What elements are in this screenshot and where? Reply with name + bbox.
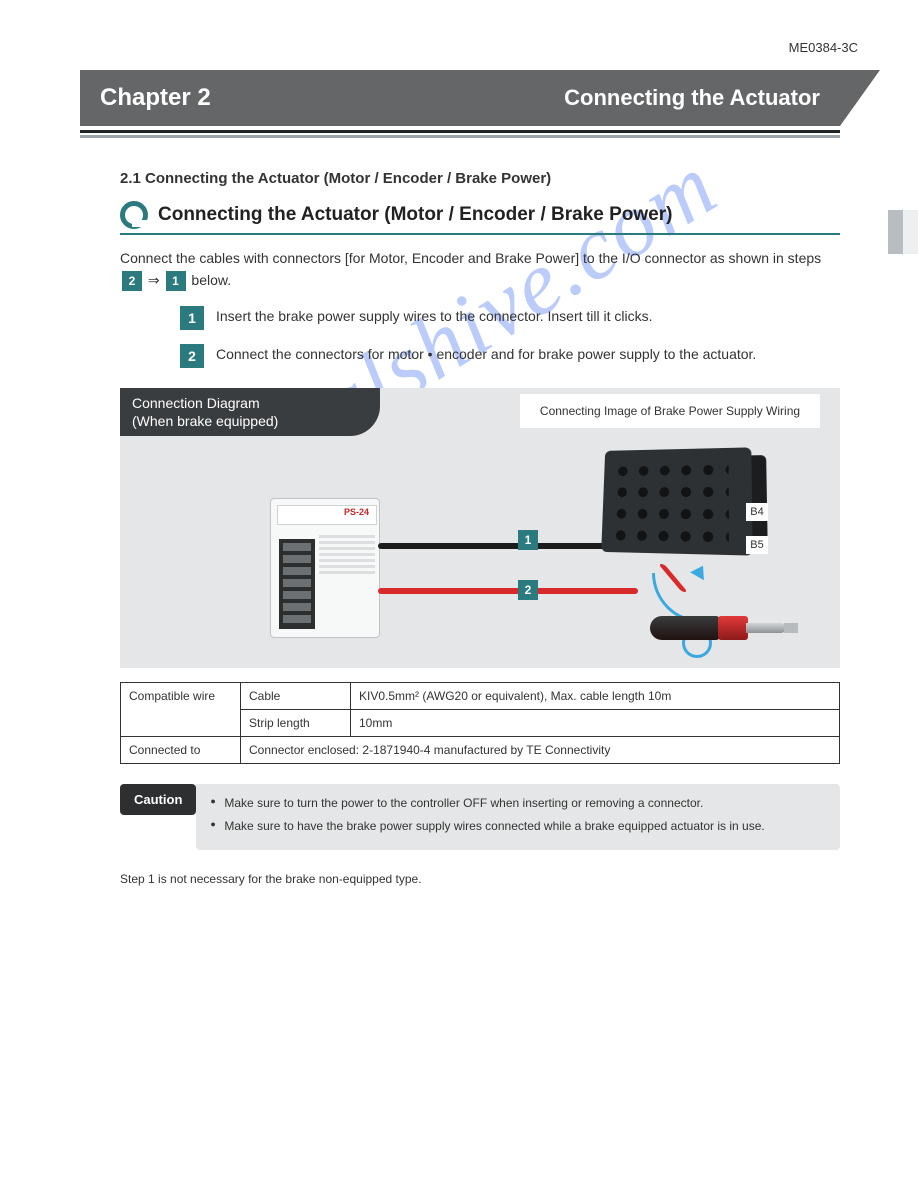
side-tab: [888, 210, 918, 254]
inline-step-1: 1: [166, 271, 186, 291]
step-1-text: Insert the brake power supply wires to t…: [216, 306, 653, 327]
pin-b5-label: B5: [746, 536, 768, 554]
page-number: ME0384-3C: [789, 40, 858, 55]
header-rule: [80, 128, 840, 138]
section-icon: [120, 201, 148, 229]
wire-red: [378, 588, 638, 594]
spec-table: Compatible wire Cable KIV0.5mm² (AWG20 o…: [120, 682, 840, 764]
screwdriver-icon: [650, 608, 800, 648]
chapter-label: Chapter 2: [100, 84, 211, 112]
caution-block: Caution Make sure to turn the power to t…: [120, 784, 840, 850]
connector-icon: [601, 447, 752, 555]
table-row: Compatible wire Cable KIV0.5mm² (AWG20 o…: [121, 682, 840, 709]
marker-2: 2: [518, 580, 538, 600]
caution-item: Make sure to have the brake power supply…: [210, 817, 826, 836]
step-2-text: Connect the connectors for motor • encod…: [216, 344, 756, 365]
chapter-title: Connecting the Actuator: [564, 85, 820, 111]
inline-step-2: 2: [122, 271, 142, 291]
section-number: 2.1 Connecting the Actuator (Motor / Enc…: [120, 170, 840, 187]
pin-b4-label: B4: [746, 503, 768, 521]
step-1-box: 1: [180, 306, 204, 330]
caution-label: Caution: [120, 784, 196, 815]
connection-diagram: Connection Diagram(When brake equipped) …: [120, 388, 840, 668]
wire-black: [378, 543, 638, 549]
section-title: Connecting the Actuator (Motor / Encoder…: [158, 204, 672, 226]
footer-note: Step 1 is not necessary for the brake no…: [120, 872, 840, 886]
step-2-box: 2: [180, 344, 204, 368]
power-supply-icon: PS-24: [270, 498, 380, 638]
chapter-header: Chapter 2 Connecting the Actuator: [80, 70, 840, 138]
diagram-title: Connection Diagram(When brake equipped): [120, 388, 380, 436]
marker-1: 1: [518, 530, 538, 550]
intro-text: Connect the cables with connectors [for …: [120, 247, 840, 292]
diagram-image-label: Connecting Image of Brake Power Supply W…: [520, 394, 820, 428]
caution-item: Make sure to turn the power to the contr…: [210, 794, 826, 813]
table-row: Connected to Connector enclosed: 2-18719…: [121, 736, 840, 763]
